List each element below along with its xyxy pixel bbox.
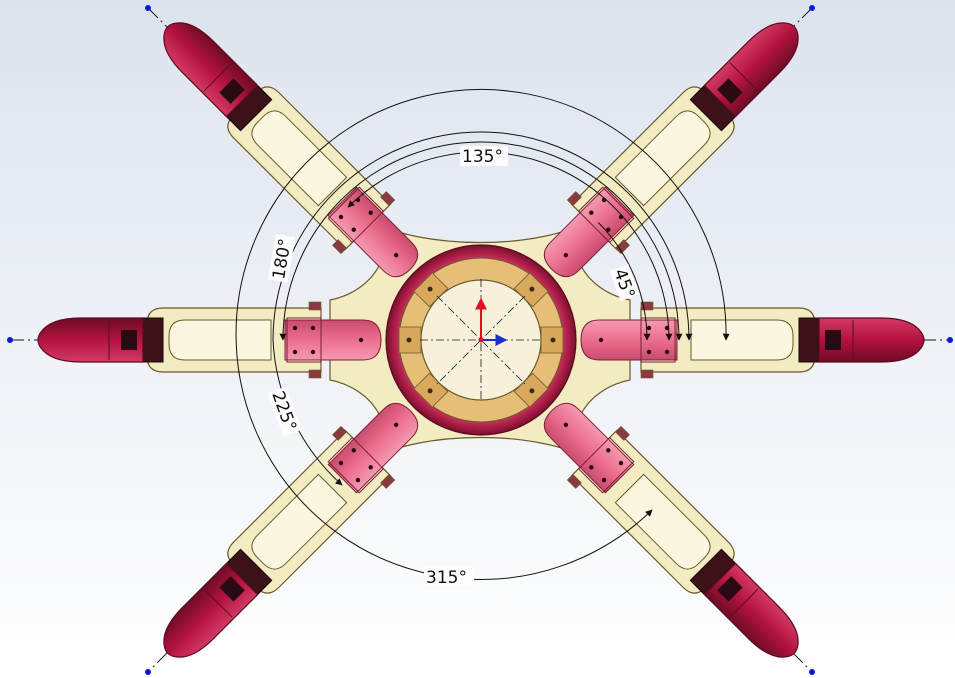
dim-135-label: 135°: [462, 147, 503, 167]
leg-180-foot-motor: [121, 330, 137, 350]
leg-180-screw-4: [358, 337, 364, 343]
dim-arc-135: [347, 151, 673, 341]
dim-315-label: 315°: [426, 568, 467, 588]
leg-0-frame-slot: [690, 319, 794, 361]
leg-0-screw-4: [598, 337, 604, 343]
leg-315-foot-motor: [717, 576, 743, 602]
dim-arc-225: [272, 131, 693, 486]
leg-180-screw-1: [292, 349, 298, 355]
leg-0-tab-b: [640, 369, 654, 379]
dim-225-label-bg: [267, 386, 303, 437]
leg-0-hip-servo: [580, 319, 678, 361]
leg-225-foot-seam: [203, 588, 233, 618]
leg-135-frame-slot: [251, 110, 348, 207]
leg-0-hub-tab: [540, 326, 564, 354]
endpoint-right: [947, 337, 953, 343]
leg-315-frame-slot: [614, 473, 711, 570]
origin-point: [478, 337, 484, 343]
leg-135-foot-motor: [219, 78, 245, 104]
leg-225-foot-motor: [219, 576, 245, 602]
leg-0-foot: [818, 317, 925, 363]
leg-225-frame-slot: [251, 473, 348, 570]
central-hub: [385, 244, 577, 436]
leg-45-foot-seam: [729, 62, 759, 92]
leg-45-frame-slot: [614, 110, 711, 207]
leg-135-screw-1: [338, 214, 344, 220]
leg-0-screw-3: [664, 349, 670, 355]
endpoint-top-right: [809, 5, 815, 11]
endpoint-top-left: [145, 5, 151, 11]
leg-180-hub-tab-bolt: [406, 337, 412, 343]
leg-180-screw-3: [292, 325, 298, 331]
endpoint-bottom-left: [145, 669, 151, 675]
leg-315-foot-seam: [729, 588, 759, 618]
leg-180-tab-a: [308, 369, 322, 379]
dim-45-label-bg: [609, 264, 640, 301]
leg-0-foot-motor: [825, 330, 841, 350]
leg-180-foot: [37, 317, 144, 363]
leg-180-tab-b: [308, 301, 322, 311]
endpoint-left: [7, 337, 13, 343]
dim-135-label-bg: [460, 146, 508, 166]
leg-180-frame-slot: [168, 319, 272, 361]
leg-135-foot-seam: [203, 62, 233, 92]
dim-arc-180: [279, 141, 683, 341]
centerline-endpoints: [7, 5, 953, 675]
dim-315-label-bg: [424, 566, 474, 586]
leg-135-tab-a: [332, 239, 348, 255]
leg-180-hub-tab: [398, 326, 422, 354]
leg-0-screw-2: [646, 349, 652, 355]
leg-0-screw-0: [646, 325, 652, 331]
leg-180-screw-0: [310, 349, 316, 355]
leg-180-hip-servo: [284, 319, 382, 361]
dim-180-label-bg: [267, 233, 296, 283]
endpoint-bottom-right: [809, 669, 815, 675]
leg-45-foot-motor: [717, 78, 743, 104]
leg-180-screw-2: [310, 325, 316, 331]
leg-0-hub-tab-bolt: [550, 337, 556, 343]
